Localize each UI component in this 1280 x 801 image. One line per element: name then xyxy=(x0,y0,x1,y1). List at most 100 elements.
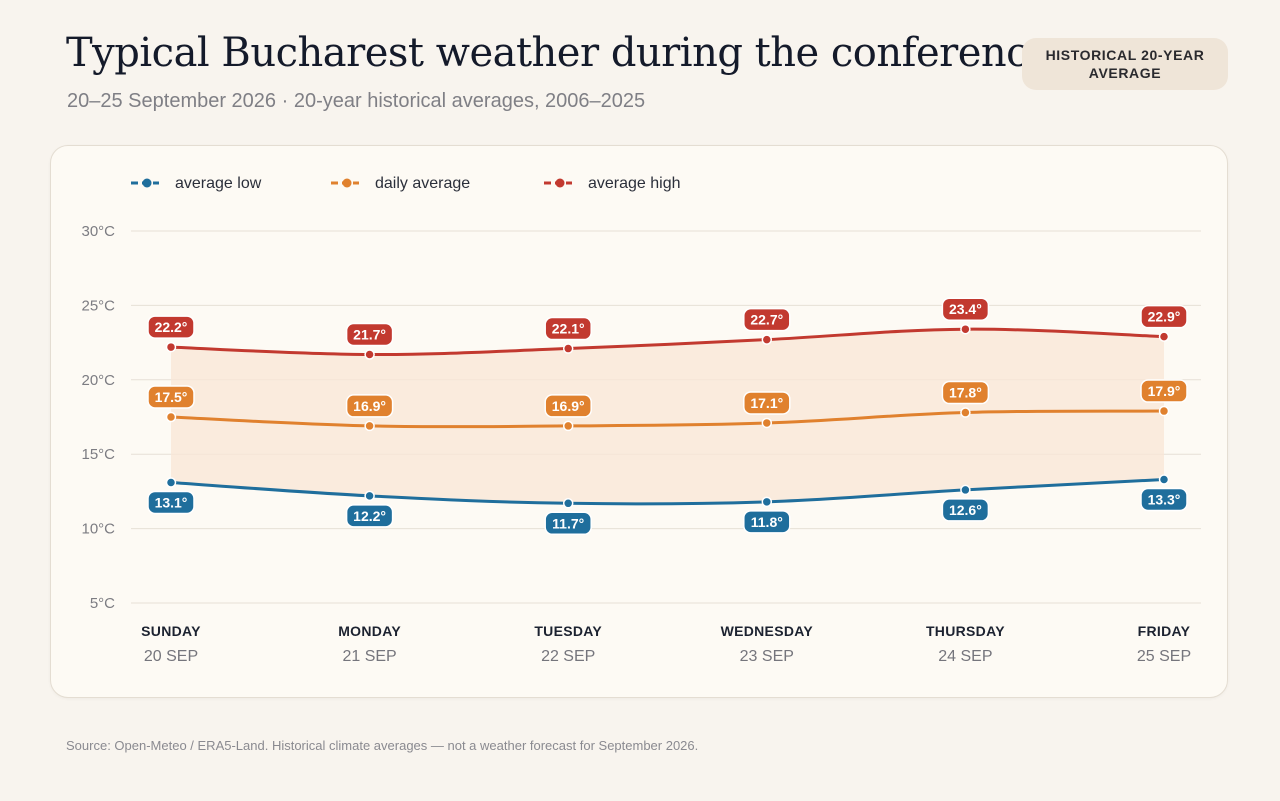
value-text: 23.4° xyxy=(949,301,982,317)
average-low-line xyxy=(169,477,1166,506)
data-labels: 13.1° 12.2° 11.7° 11.8° 12.6° 13.3° 17.5° 16.9°… xyxy=(147,297,1188,536)
x-tick-label: FRIDAY xyxy=(1138,623,1191,639)
value-pill xyxy=(147,490,195,515)
temperature-line-chart: 13.1° 12.2° 11.7° 11.8° 12.6° 13.3° 17.5° 16.9°… xyxy=(81,175,1201,665)
value-text: 13.3° xyxy=(1148,491,1181,507)
value-text: 12.2° xyxy=(353,508,386,524)
y-tick-label: 20°C xyxy=(81,372,115,389)
y-tick-label: 10°C xyxy=(81,521,115,538)
x-tick-label: THURSDAY xyxy=(926,623,1005,639)
value-pill xyxy=(147,385,195,409)
daily-average-line xyxy=(169,409,1166,429)
legend-label: daily average xyxy=(375,175,470,192)
average-high-value-label: 22.7° xyxy=(743,307,791,332)
temperature-band xyxy=(171,329,1164,504)
value-text: 22.7° xyxy=(750,312,783,328)
legend-swatch-dot xyxy=(142,178,152,188)
series-lines xyxy=(165,323,1170,509)
average-low-point xyxy=(364,490,375,502)
value-pill xyxy=(345,322,394,347)
x-tick-date: 23 SEP xyxy=(740,648,794,665)
value-pill xyxy=(345,504,394,528)
value-pill xyxy=(544,394,592,418)
average-high-point xyxy=(364,349,375,360)
daily-average-value-label: 17.8° xyxy=(941,380,990,405)
y-tick-label: 5°C xyxy=(90,595,115,612)
average-high-value-label: 22.1° xyxy=(544,316,592,341)
average-high-point xyxy=(165,341,177,353)
y-tick-label: 15°C xyxy=(81,446,115,463)
average-high-value-label: 22.9° xyxy=(1140,304,1188,329)
daily-average-point xyxy=(1158,405,1170,417)
low-high-band xyxy=(171,329,1164,504)
legend-label: average high xyxy=(588,175,681,192)
average-low-point xyxy=(1158,474,1170,485)
value-pill xyxy=(345,394,394,418)
average-low-point xyxy=(562,498,574,509)
x-tick-date: 22 SEP xyxy=(541,648,595,665)
value-text: 13.1° xyxy=(155,494,188,510)
daily-average-value-label: 16.9° xyxy=(345,394,394,418)
value-text: 11.8° xyxy=(751,514,783,530)
average-high-point xyxy=(761,334,773,345)
value-text: 21.7° xyxy=(353,327,386,343)
value-pill xyxy=(1140,379,1188,403)
x-tick-label: SUNDAY xyxy=(141,623,201,639)
average-high-value-label: 22.2° xyxy=(147,315,195,339)
average-high-point xyxy=(960,323,971,335)
value-text: 17.8° xyxy=(949,385,982,401)
page-title: Typical Bucharest weather during the con… xyxy=(66,30,1052,76)
legend-item-average-low: average low xyxy=(131,175,262,192)
legend-item-average-high: average high xyxy=(544,175,681,192)
daily-average-point xyxy=(364,420,375,432)
value-pill xyxy=(544,511,592,536)
daily-average-point xyxy=(562,420,574,432)
x-tick-date: 20 SEP xyxy=(144,648,198,665)
value-pill xyxy=(147,315,195,339)
average-low-value-label: 11.8° xyxy=(743,510,791,534)
x-tick-date: 21 SEP xyxy=(342,648,396,665)
source-note: Source: Open-Meteo / ERA5-Land. Historic… xyxy=(66,738,699,753)
daily-average-value-label: 17.1° xyxy=(743,391,791,415)
legend-item-daily-average: daily average xyxy=(331,175,470,192)
average-low-point xyxy=(761,496,773,508)
average-low-point xyxy=(960,484,971,496)
x-tick-date: 25 SEP xyxy=(1137,648,1191,665)
value-text: 22.1° xyxy=(552,321,585,337)
average-low-point xyxy=(165,477,177,488)
average-high-point xyxy=(562,343,574,354)
legend-label: average low xyxy=(175,175,262,192)
x-tick-label: TUESDAY xyxy=(534,623,602,639)
average-high-value-label: 21.7° xyxy=(345,322,394,347)
value-text: 16.9° xyxy=(353,398,386,414)
legend-swatch-dot xyxy=(555,178,565,188)
value-pill xyxy=(544,316,592,341)
y-tick-label: 25°C xyxy=(81,297,115,314)
legend-swatch-dot xyxy=(342,178,352,188)
daily-average-value-label: 16.9° xyxy=(544,394,592,418)
x-tick-date: 24 SEP xyxy=(938,648,992,665)
chart-legend: average low daily average average high xyxy=(131,175,681,192)
value-pill xyxy=(1140,487,1188,512)
value-pill xyxy=(743,510,791,534)
daily-average-point xyxy=(761,417,773,429)
x-tick-label: MONDAY xyxy=(338,623,401,639)
axis-labels: 30°C 25°C 20°C 15°C 10°C 5°C SUNDAY 20 SEP MONDA… xyxy=(81,223,1191,665)
average-high-point xyxy=(1158,331,1170,342)
value-text: 12.6° xyxy=(949,502,982,518)
average-badge: HISTORICAL 20-YEAR AVERAGE xyxy=(1022,38,1228,90)
chart-card: 13.1° 12.2° 11.7° 11.8° 12.6° 13.3° 17.5° 16.9°… xyxy=(50,145,1228,698)
average-low-value-label: 13.1° xyxy=(147,490,195,515)
value-pill xyxy=(1140,304,1188,329)
average-high-value-label: 23.4° xyxy=(941,297,990,321)
average-low-value-label: 11.7° xyxy=(544,511,592,536)
value-pill xyxy=(941,498,990,522)
value-pill xyxy=(743,391,791,415)
value-text: 22.2° xyxy=(155,319,188,335)
value-text: 16.9° xyxy=(552,398,585,414)
daily-average-point xyxy=(960,407,971,418)
x-tick-label: WEDNESDAY xyxy=(721,623,814,639)
value-pill xyxy=(941,297,990,321)
daily-average-point xyxy=(165,411,177,423)
page-subtitle: 20–25 September 2026 · 20-year historica… xyxy=(67,90,646,112)
